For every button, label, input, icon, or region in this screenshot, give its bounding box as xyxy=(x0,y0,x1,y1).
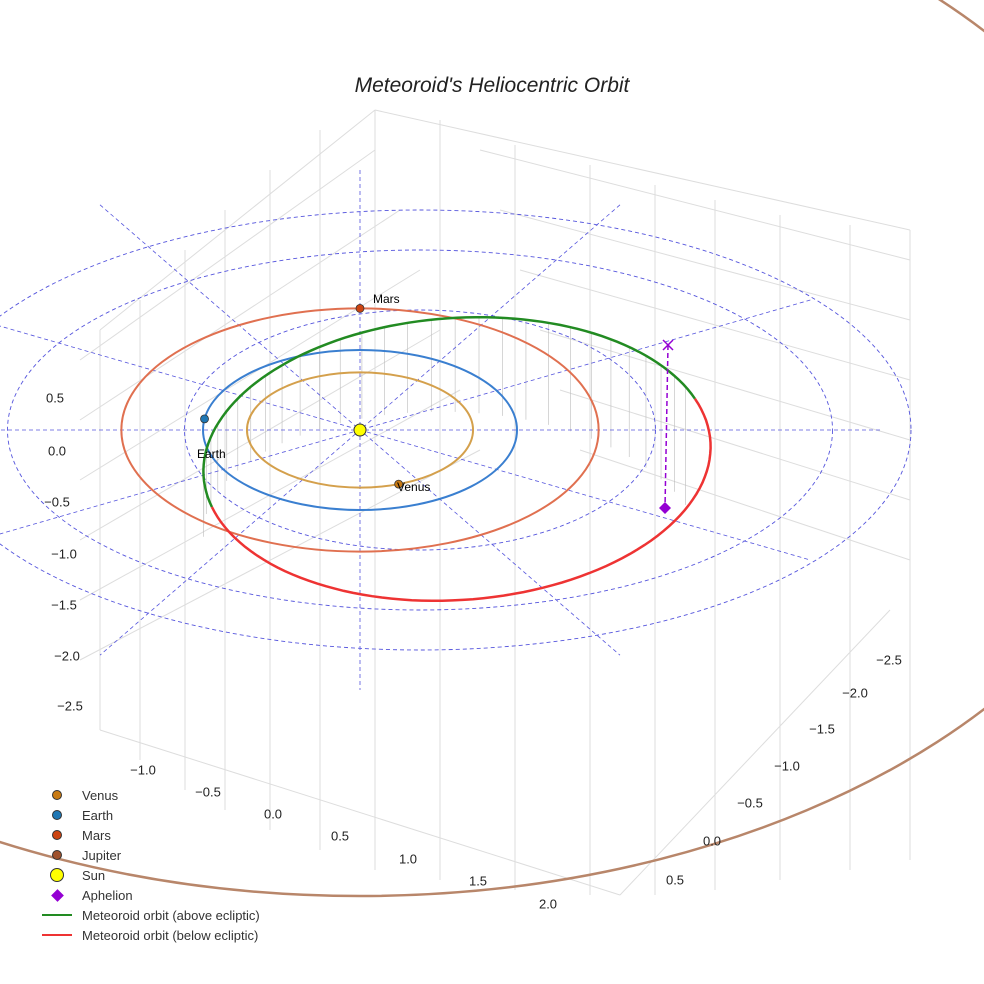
aphelion-drop-line xyxy=(664,344,669,509)
z-tick-label: 0.5 xyxy=(45,390,65,406)
legend-item-below: Meteoroid orbit (below ecliptic) xyxy=(38,925,260,945)
earth-label: Earth xyxy=(197,447,226,461)
aphelion-diamond-icon xyxy=(50,888,64,902)
orbits xyxy=(0,0,984,898)
grid-line xyxy=(79,149,376,361)
x-tick-label: 0.5 xyxy=(330,828,350,844)
meteoroid-orbit-below xyxy=(210,398,712,603)
grid-line xyxy=(374,109,911,231)
z-tick-label: −2.5 xyxy=(57,698,83,714)
grid-line xyxy=(579,449,911,561)
z-tick-label: −1.0 xyxy=(51,546,77,562)
y-tick-label: −1.0 xyxy=(774,758,800,774)
x-tick-label: 1.0 xyxy=(398,851,418,867)
x-tick-label: 2.0 xyxy=(538,896,558,912)
legend-item-sun: Sun xyxy=(38,865,260,885)
x-tick-label: −1.0 xyxy=(130,762,156,778)
y-tick-label: −0.5 xyxy=(737,795,763,811)
earth-marker-icon xyxy=(52,810,62,820)
legend-label: Mars xyxy=(82,827,111,843)
x-tick-label: −0.5 xyxy=(195,784,221,800)
legend-label: Venus xyxy=(82,787,119,803)
venus-marker xyxy=(394,479,404,489)
grid-line xyxy=(619,609,891,896)
mars-marker-icon xyxy=(52,830,62,840)
legend-label: Jupiter xyxy=(82,847,122,863)
grid-line xyxy=(99,109,376,331)
y-tick-label: −2.0 xyxy=(842,685,868,701)
y-tick-label: −1.5 xyxy=(809,721,835,737)
legend-item-aphelion: Aphelion xyxy=(38,885,260,905)
grid-line xyxy=(99,729,621,896)
legend-item-above: Meteoroid orbit (above ecliptic) xyxy=(38,905,260,925)
z-tick-label: −0.5 xyxy=(44,494,70,510)
legend-item-mars: Mars xyxy=(38,825,260,845)
y-tick-label: −2.5 xyxy=(876,652,902,668)
grid-line xyxy=(479,149,911,261)
meteoroid-orbit-above xyxy=(202,315,696,508)
venus-marker-icon xyxy=(52,790,62,800)
z-tick-label: 0.0 xyxy=(47,443,67,459)
aphelion-projection-x xyxy=(662,339,674,351)
grid-line xyxy=(79,269,421,481)
chart-title: Meteoroid's Heliocentric Orbit xyxy=(354,74,630,97)
grid-line xyxy=(79,209,401,421)
green-line-icon xyxy=(42,914,72,916)
z-tick-label: −1.5 xyxy=(51,597,77,613)
legend-item-earth: Earth xyxy=(38,805,260,825)
sun-marker-icon xyxy=(50,868,64,882)
reference-circles xyxy=(0,170,912,690)
x-tick-label: 0.0 xyxy=(263,806,283,822)
grid-line xyxy=(539,329,911,441)
reference-spoke xyxy=(0,325,811,561)
aphelion-marker xyxy=(659,502,671,514)
red-line-icon xyxy=(42,934,72,936)
grid-line xyxy=(519,269,911,381)
reference-circle xyxy=(7,249,833,611)
earth-orbit xyxy=(202,349,518,511)
mars-label: Mars xyxy=(373,292,400,306)
reference-circle xyxy=(0,209,912,651)
legend-label: Meteoroid orbit (above ecliptic) xyxy=(82,907,260,923)
legend-label: Aphelion xyxy=(82,887,133,903)
legend: Venus Earth Mars Jupiter Sun Aphelion Me… xyxy=(38,785,260,945)
grid-line xyxy=(79,329,441,541)
grid-line xyxy=(79,449,481,661)
y-tick-label: 0.5 xyxy=(665,872,685,888)
earth-marker xyxy=(200,414,209,424)
jupiter-marker-icon xyxy=(52,850,62,860)
z-tick-label: −2.0 xyxy=(54,648,80,664)
reference-spoke xyxy=(0,299,811,535)
x-tick-label: 1.5 xyxy=(468,873,488,889)
legend-item-venus: Venus xyxy=(38,785,260,805)
markers xyxy=(200,303,674,514)
y-tick-label: 0.0 xyxy=(702,833,722,849)
grid-line xyxy=(559,389,911,501)
sun-marker xyxy=(353,423,367,437)
mars-marker xyxy=(355,303,365,313)
grid-panes xyxy=(79,109,911,896)
grid-line xyxy=(499,209,911,321)
legend-item-jupiter: Jupiter xyxy=(38,845,260,865)
venus-orbit xyxy=(245,371,475,489)
legend-label: Sun xyxy=(82,867,106,883)
jupiter-orbit xyxy=(0,0,984,898)
legend-label: Meteoroid orbit (below ecliptic) xyxy=(82,927,259,943)
venus-label: Venus xyxy=(397,480,431,494)
legend-label: Earth xyxy=(82,807,114,823)
